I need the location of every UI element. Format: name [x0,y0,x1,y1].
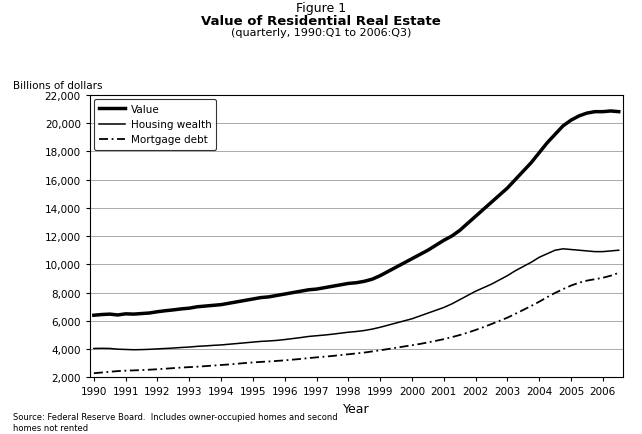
Legend: Value, Housing wealth, Mortgage debt: Value, Housing wealth, Mortgage debt [94,100,216,150]
Text: Figure 1: Figure 1 [296,2,346,15]
Line: Housing wealth: Housing wealth [94,249,619,350]
Housing wealth [583,249,591,254]
Housing wealth [313,333,320,339]
Text: Value of Residential Real Estate: Value of Residential Real Estate [201,15,441,28]
Value [153,309,161,315]
X-axis label: Year: Year [343,402,370,415]
Value [305,287,313,293]
Value [90,313,98,318]
Housing wealth [336,331,344,336]
Line: Value: Value [94,112,619,316]
Mortgage debt [305,355,313,361]
Housing wealth [496,278,503,283]
Mortgage debt [169,366,177,371]
Housing wealth [90,346,98,351]
Housing wealth [138,347,146,352]
Value [575,114,583,119]
Value [615,110,623,115]
Text: Billions of dollars: Billions of dollars [13,81,102,91]
Housing wealth [130,347,137,352]
Text: Source: Federal Reserve Board.  Includes owner-occupied homes and second
homes n: Source: Federal Reserve Board. Includes … [13,412,338,432]
Line: Mortgage debt: Mortgage debt [94,273,619,373]
Housing wealth [615,248,623,253]
Value [169,308,177,313]
Mortgage debt [90,371,98,376]
Text: (quarterly, 1990:Q1 to 2006:Q3): (quarterly, 1990:Q1 to 2006:Q3) [231,28,411,38]
Housing wealth [559,247,567,252]
Value [488,200,496,205]
Mortgage debt [329,354,336,359]
Mortgage debt [583,278,591,283]
Mortgage debt [615,271,623,276]
Value [607,109,614,114]
Mortgage debt [488,322,496,327]
Housing wealth [162,346,169,351]
Value [329,284,336,289]
Mortgage debt [209,363,217,368]
